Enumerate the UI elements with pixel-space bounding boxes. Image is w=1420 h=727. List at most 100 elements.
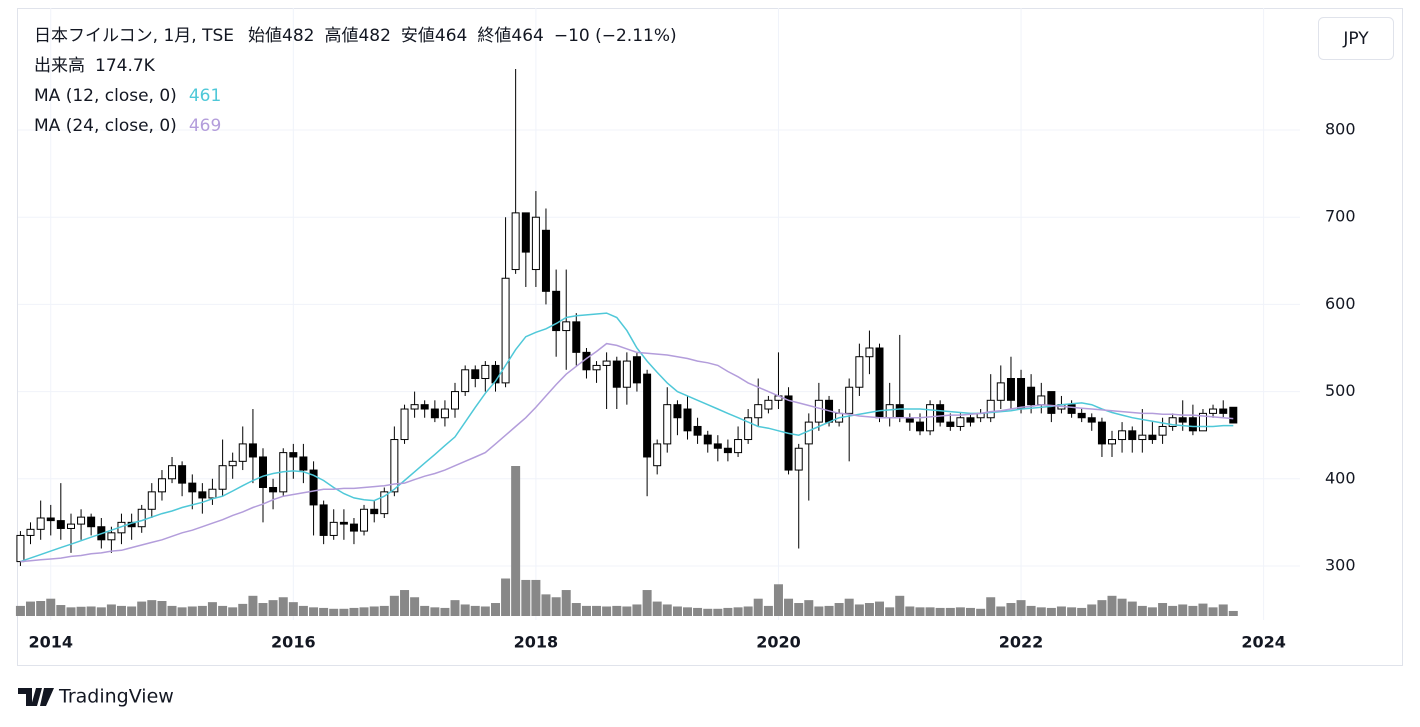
candle-body <box>1158 425 1167 436</box>
volume-bar <box>197 605 207 616</box>
volume-bar <box>147 600 157 616</box>
low-value: 464 <box>435 26 467 46</box>
currency-label[interactable]: JPY <box>1342 29 1369 49</box>
volume-bar <box>672 606 682 616</box>
legend-volume: 出来高 174.7K <box>34 56 156 76</box>
brand-name[interactable]: TradingView <box>58 686 174 708</box>
volume-bar <box>662 604 672 616</box>
volume-bar <box>814 606 824 616</box>
candle-body <box>602 360 611 366</box>
volume-bar <box>1056 606 1066 616</box>
x-tick-label: 2016 <box>271 633 316 652</box>
currency-button[interactable]: JPY <box>1318 17 1394 60</box>
volume-bar <box>612 605 622 616</box>
candle-body <box>1006 378 1015 401</box>
high-value: 482 <box>358 26 390 46</box>
volume-bar <box>46 598 56 616</box>
volume-bar <box>298 605 308 616</box>
volume-bar <box>96 607 106 616</box>
volume-bar <box>581 605 591 616</box>
candle-body <box>562 321 571 332</box>
volume-bar <box>945 607 955 616</box>
candle-body <box>1118 430 1127 441</box>
volume-bar <box>551 597 561 616</box>
volume-bar <box>976 608 986 616</box>
candle-body <box>814 399 823 423</box>
volume-bar <box>713 608 723 616</box>
volume-bar <box>1158 603 1168 616</box>
grid <box>18 8 1300 620</box>
candle-body <box>541 229 550 292</box>
candle-body <box>693 425 702 436</box>
candle-body <box>723 447 732 454</box>
volume-bar <box>733 607 743 616</box>
x-tick-label: 2014 <box>28 633 73 652</box>
candle-body <box>168 465 177 480</box>
x-tick-label: 2018 <box>514 633 559 652</box>
volume-bar <box>541 594 551 616</box>
volume-bar <box>531 579 541 616</box>
candle-body <box>855 356 864 388</box>
volume-bar <box>1137 605 1147 616</box>
volume-value: 174.7K <box>95 56 156 76</box>
candle-body <box>188 482 197 493</box>
currency-button-box[interactable] <box>1318 17 1394 60</box>
candle-body <box>461 369 470 393</box>
candle-body <box>440 408 449 419</box>
volume-bar <box>864 603 874 616</box>
candle-body <box>157 478 166 493</box>
chart-frame <box>17 8 1403 666</box>
volume-bar <box>157 601 167 616</box>
candle-body <box>400 408 409 441</box>
volume-bar <box>642 590 652 616</box>
candle-body <box>1128 430 1137 441</box>
high-label: 高値 <box>324 26 358 46</box>
candle-body <box>552 290 561 332</box>
candle-body <box>349 523 358 532</box>
candle-body <box>1027 386 1036 406</box>
open-value: 482 <box>282 26 314 46</box>
volume-bar <box>339 608 349 616</box>
volume-bar <box>36 601 46 616</box>
brand-icon[interactable] <box>18 688 54 706</box>
volume-bar <box>329 608 339 616</box>
volume-bar <box>450 600 460 616</box>
volume-bar <box>773 584 783 616</box>
close-value: 464 <box>511 26 543 46</box>
candle-body <box>299 456 308 471</box>
candle-body <box>713 443 722 449</box>
volume-bar <box>784 598 794 616</box>
candle-body <box>804 421 813 445</box>
volume-bar <box>602 606 612 616</box>
candle-body <box>46 517 55 522</box>
candle-body <box>1148 434 1157 441</box>
volume-bar <box>561 590 571 616</box>
candle-body <box>87 516 96 528</box>
volume-bar <box>116 605 126 616</box>
candle-body <box>147 491 156 510</box>
candle-body <box>946 421 955 427</box>
volume-bar <box>187 606 197 616</box>
volume-bar <box>207 602 217 616</box>
candle-body <box>1067 404 1076 414</box>
y-tick-label: 500 <box>1325 381 1356 400</box>
volume-bar <box>177 607 187 616</box>
candle-body <box>511 212 520 271</box>
volume-bar <box>885 607 895 616</box>
candle-body <box>329 521 338 536</box>
volume-bar <box>652 601 662 616</box>
volume-bar <box>794 603 804 616</box>
legend-ma24: MA (24, close, 0) 469 <box>34 116 221 136</box>
candle-body <box>390 439 399 493</box>
candle-body <box>248 443 257 458</box>
symbol: 日本フイルコン, 1月, TSE <box>34 26 234 46</box>
candle-body <box>703 434 712 445</box>
candle-body <box>1229 406 1238 424</box>
candle-body <box>77 516 86 525</box>
axes: 300 400 500 600 700 800 2014 2016 2018 2020 2022 20… <box>28 120 1355 652</box>
open-label: 始値 <box>248 26 282 46</box>
brand-logo[interactable]: TradingView <box>18 686 174 708</box>
volume-bar <box>369 606 379 616</box>
candle-body <box>1047 391 1056 414</box>
